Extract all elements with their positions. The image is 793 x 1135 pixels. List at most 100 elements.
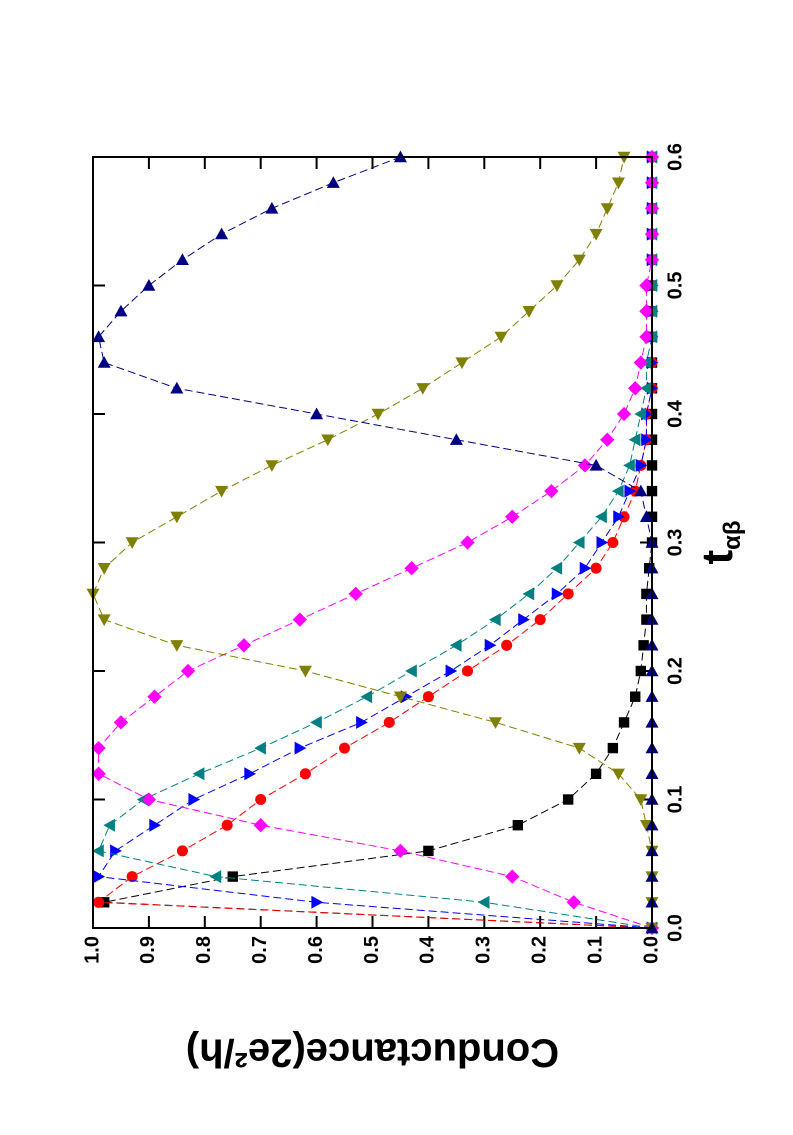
data-point — [339, 742, 351, 754]
data-point — [348, 586, 363, 602]
data-point — [103, 818, 115, 832]
data-point — [611, 768, 625, 781]
data-point — [589, 458, 603, 471]
data-point — [298, 665, 312, 678]
data-point — [422, 691, 434, 703]
data-point — [611, 177, 625, 190]
data-point — [93, 870, 106, 884]
data-point — [176, 845, 188, 857]
data-point — [522, 306, 536, 318]
data-point — [577, 458, 593, 473]
data-point — [550, 280, 564, 292]
data-point — [484, 638, 497, 652]
data-point — [600, 432, 615, 447]
data-point — [501, 639, 513, 651]
data-point — [356, 715, 368, 729]
data-point — [292, 612, 307, 627]
data-point — [639, 278, 654, 293]
x-label-subscript: αβ — [719, 520, 746, 549]
data-point — [192, 767, 205, 781]
data-point — [254, 741, 266, 755]
data-point — [170, 640, 184, 652]
data-point — [623, 458, 635, 472]
data-point — [566, 895, 581, 910]
data-point — [311, 895, 324, 909]
data-point — [147, 689, 162, 704]
y-tick-label: 0.9 — [137, 936, 159, 964]
x-tick-label: 0.0 — [664, 914, 686, 942]
data-point — [534, 614, 546, 626]
series-line — [93, 157, 652, 928]
data-point — [449, 433, 463, 445]
y-tick-label: 0.2 — [528, 936, 550, 964]
data-point — [170, 511, 184, 524]
data-point — [215, 227, 229, 240]
data-point — [255, 793, 267, 806]
series-line — [98, 157, 652, 928]
data-point — [97, 563, 111, 575]
y-tick-label: 0.3 — [473, 936, 495, 964]
y-tick-label: 0.8 — [193, 936, 215, 964]
data-point — [310, 715, 322, 729]
data-point — [613, 510, 625, 524]
data-point — [596, 536, 609, 549]
data-point — [634, 407, 647, 421]
data-point — [294, 741, 307, 755]
data-point — [462, 665, 474, 677]
data-point — [114, 304, 128, 317]
series-line — [97, 157, 652, 928]
data-point — [551, 587, 564, 601]
data-point — [590, 562, 602, 574]
data-point — [628, 381, 643, 396]
data-point — [125, 537, 139, 549]
data-point — [641, 433, 653, 447]
data-point — [383, 716, 395, 728]
y-tick-label: 0.0 — [640, 936, 662, 964]
y-tick-label: 1.0 — [81, 936, 103, 964]
data-point — [91, 740, 106, 756]
data-point — [149, 818, 161, 832]
data-point — [638, 640, 649, 651]
data-point — [227, 871, 238, 882]
data-point — [494, 331, 508, 344]
data-point — [97, 614, 111, 627]
data-point — [423, 845, 434, 857]
data-point — [110, 844, 122, 858]
plot-frame — [92, 156, 653, 929]
y-tick-label: 0.6 — [305, 936, 327, 964]
data-point — [209, 870, 222, 884]
data-point — [572, 536, 585, 549]
data-point — [93, 896, 105, 908]
data-point — [141, 792, 157, 807]
data-point — [455, 357, 469, 370]
data-point — [221, 819, 233, 831]
y-tick-label: 0.4 — [417, 935, 439, 964]
data-point — [634, 484, 648, 497]
data-point — [299, 768, 311, 780]
data-point — [449, 638, 462, 652]
data-point — [477, 895, 490, 909]
data-point — [544, 483, 559, 499]
data-point — [113, 715, 129, 730]
data-point — [639, 510, 653, 522]
series-line — [104, 157, 652, 928]
x-tick-label: 0.5 — [664, 272, 686, 300]
data-point — [97, 356, 111, 368]
data-point — [175, 253, 189, 265]
data-point — [92, 844, 104, 858]
data-point — [321, 434, 335, 447]
data-point — [639, 304, 654, 319]
data-point — [404, 561, 419, 576]
data-point — [630, 691, 641, 702]
data-point — [310, 407, 324, 420]
data-point — [188, 793, 201, 806]
data-point — [371, 408, 385, 421]
data-point — [518, 613, 530, 627]
data-point — [618, 717, 630, 728]
x-tick-label: 0.4 — [664, 399, 686, 428]
data-point — [607, 536, 619, 549]
data-point — [600, 203, 614, 215]
data-point — [522, 587, 535, 601]
y-tick-label: 0.7 — [249, 936, 271, 964]
x-label-main: t — [693, 550, 742, 565]
